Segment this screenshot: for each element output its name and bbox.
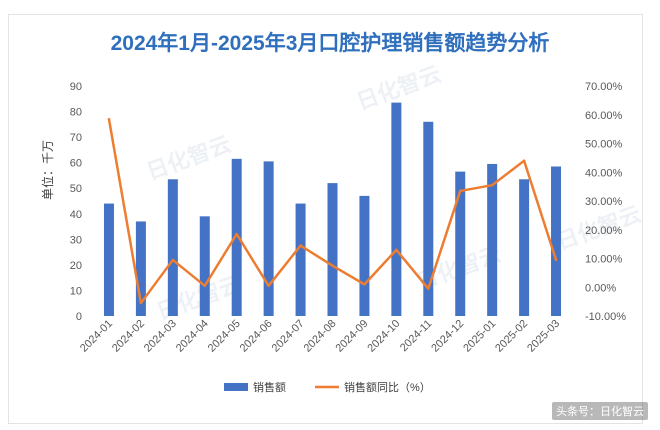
point-yoy xyxy=(331,264,334,267)
x-tick-label: 2024-09 xyxy=(334,318,371,355)
point-yoy xyxy=(459,189,462,193)
bar-sales xyxy=(327,183,338,316)
bar-sales xyxy=(167,179,178,316)
y2-tick-label: 50.00% xyxy=(585,139,623,151)
point-yoy xyxy=(490,183,494,187)
watermark-text: 日化智云 xyxy=(153,271,244,325)
bar-sales xyxy=(519,179,530,316)
point-yoy xyxy=(554,258,558,262)
x-tick-label: 2024-11 xyxy=(398,318,434,354)
bar-sales xyxy=(551,166,562,316)
bar-sales xyxy=(231,158,242,316)
y-tick-label: 20 xyxy=(70,260,82,272)
bar-sales xyxy=(295,203,306,316)
x-tick-label: 2024-12 xyxy=(429,318,466,355)
point-yoy xyxy=(171,258,175,262)
bar-sales xyxy=(135,221,146,316)
point-yoy xyxy=(203,284,206,288)
x-tick-label: 2024-04 xyxy=(174,318,211,355)
y2-tick-label: 20.00% xyxy=(585,225,623,237)
y-tick-label: 90 xyxy=(70,81,82,93)
y-tick-label: 80 xyxy=(70,107,82,119)
x-tick-label: 2024-10 xyxy=(365,318,402,355)
y-tick-label: 40 xyxy=(70,209,82,221)
bar-sales xyxy=(359,195,370,316)
point-yoy xyxy=(427,287,430,290)
x-tick-label: 2025-03 xyxy=(525,318,562,355)
y-axis-label: 单位：千万 xyxy=(40,140,55,200)
point-yoy xyxy=(363,283,366,286)
x-tick-label: 2024-07 xyxy=(270,318,307,355)
y-tick-label: 60 xyxy=(70,158,82,170)
x-tick-label: 2025-01 xyxy=(461,318,498,355)
chart-title: 2024年1月-2025年3月口腔护理销售额趋势分析 xyxy=(111,31,550,55)
y-tick-label: 30 xyxy=(70,234,82,246)
source-credit: 头条号：日化智云 xyxy=(552,402,648,420)
point-yoy xyxy=(139,301,143,305)
legend-label-yoy: 销售额同比（%） xyxy=(344,380,431,394)
y-tick-label: 50 xyxy=(70,183,82,195)
bar-sales xyxy=(103,203,114,316)
watermark-text: 日化智云 xyxy=(143,131,234,185)
point-yoy xyxy=(522,159,526,162)
bar-sales xyxy=(263,161,274,316)
y2-tick-label: 70.00% xyxy=(585,81,623,93)
y2-tick-label: 60.00% xyxy=(585,110,623,122)
y-tick-label: 70 xyxy=(70,132,82,144)
y-tick-label: 10 xyxy=(70,285,82,297)
legend-label-sales: 销售额 xyxy=(253,380,286,394)
x-tick-label: 2024-02 xyxy=(110,318,147,355)
y2-tick-label: 40.00% xyxy=(585,167,623,179)
y-tick-label: 0 xyxy=(76,311,82,323)
point-yoy xyxy=(395,248,398,252)
chart-border xyxy=(8,14,643,424)
point-yoy xyxy=(267,284,270,288)
x-tick-label: 2024-08 xyxy=(302,318,339,355)
point-yoy xyxy=(299,244,302,247)
x-tick-label: 2024-06 xyxy=(238,318,275,355)
x-tick-label: 2024-05 xyxy=(206,318,243,355)
point-yoy xyxy=(235,232,238,236)
bar-sales xyxy=(199,216,210,316)
bar-sales xyxy=(423,121,434,317)
point-yoy xyxy=(107,117,111,121)
legend: 销售额 销售额同比（%） xyxy=(224,380,431,394)
y2-tick-label: -10.00% xyxy=(585,311,626,323)
bar-sales xyxy=(487,163,498,316)
x-tick-label: 2024-01 xyxy=(78,318,115,355)
legend-swatch-sales xyxy=(224,383,248,391)
y2-tick-label: 30.00% xyxy=(585,196,623,208)
bar-sales xyxy=(391,102,402,316)
y2-tick-label: 0.00% xyxy=(585,282,616,294)
bar-sales xyxy=(455,171,466,316)
x-tick-label: 2025-02 xyxy=(493,318,530,355)
y2-tick-label: 10.00% xyxy=(585,254,623,266)
